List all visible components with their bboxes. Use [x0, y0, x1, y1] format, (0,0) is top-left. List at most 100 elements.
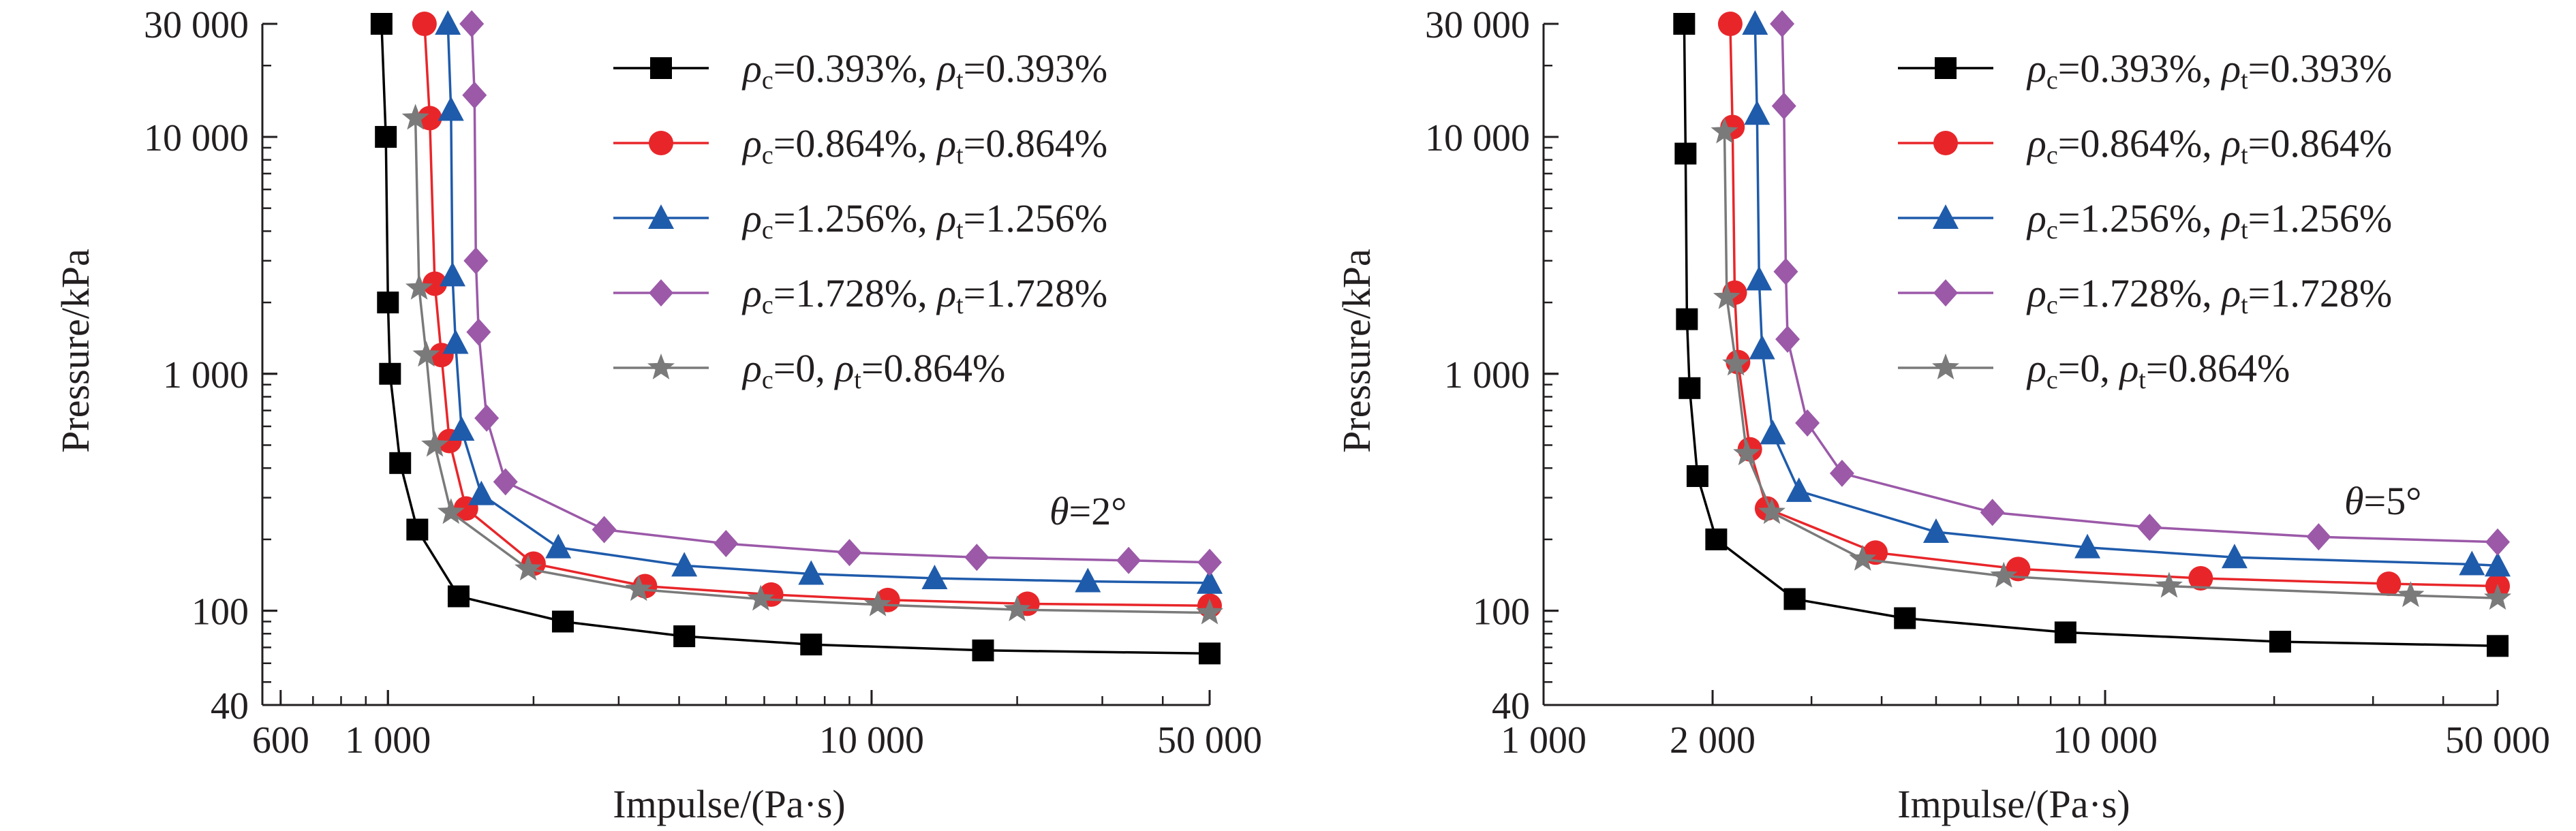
legend-label: ρc=1.728%, ρt=1.728%	[2026, 271, 2392, 319]
data-point-triangle	[435, 10, 461, 35]
theta-annotation: θ=5°	[2344, 479, 2421, 523]
series-3	[459, 10, 1222, 576]
data-point-diamond	[1116, 546, 1141, 574]
legend-label: ρc=0, ρt=0.864%	[741, 346, 1005, 394]
data-point-square	[1894, 607, 1916, 629]
y-tick-label: 40	[1492, 685, 1530, 727]
data-point-circle	[412, 12, 437, 36]
legend-label: ρc=0.393%, ρt=0.393%	[741, 46, 1107, 95]
data-point-star	[1990, 561, 2018, 588]
data-point-diamond	[2137, 514, 2162, 542]
data-point-circle	[417, 106, 442, 131]
plot-area	[370, 10, 1223, 665]
x-tick-label: 2 000	[1670, 719, 1755, 762]
series-line	[470, 23, 1210, 564]
data-point-star	[747, 584, 775, 611]
y-tick-label: 100	[1473, 591, 1530, 633]
chart-left: 600 1 000 10 000 50 000 40 100 1 000 10 000 30 0…	[53, 4, 1262, 826]
data-point-triangle	[1746, 266, 1773, 291]
legend-marker-diamond	[649, 279, 673, 307]
data-point-diamond	[2306, 523, 2331, 551]
data-point-triangle	[1760, 420, 1786, 445]
data-point-circle	[2376, 571, 2402, 596]
legend-label: ρc=1.728%, ρt=1.728%	[741, 271, 1107, 319]
data-point-diamond	[462, 81, 487, 109]
data-point-triangle	[671, 552, 698, 577]
data-point-diamond	[463, 247, 489, 275]
legend-label: ρc=0.393%, ρt=0.393%	[2026, 46, 2392, 95]
series-line	[1781, 23, 2498, 544]
data-point-triangle	[1075, 567, 1101, 593]
data-point-diamond	[1829, 459, 1854, 487]
x-tick-label: 1 000	[1501, 719, 1586, 762]
data-point-circle	[2188, 566, 2213, 591]
data-point-triangle	[468, 480, 495, 505]
legend-marker-square	[1935, 57, 1957, 79]
legend-marker-triangle	[1933, 204, 1959, 229]
y-tick-label: 1 000	[1444, 354, 1530, 396]
data-point-star	[1711, 117, 1738, 144]
data-point-star	[401, 104, 429, 130]
data-point-diamond	[1771, 92, 1796, 120]
data-point-triangle	[442, 329, 469, 354]
series-line	[446, 23, 1210, 584]
data-point-diamond	[459, 10, 485, 37]
data-point-square	[377, 292, 399, 314]
data-point-diamond	[964, 544, 990, 571]
x-tick-label: 600	[252, 719, 309, 762]
data-point-star	[421, 430, 448, 457]
y-tick-label: 100	[191, 591, 249, 633]
plot-area	[1673, 10, 2511, 657]
legend-marker-star	[1932, 354, 1959, 379]
data-point-triangle	[921, 565, 948, 590]
y-tick-label: 40	[211, 685, 249, 727]
data-point-star	[1713, 283, 1741, 309]
data-point-square	[551, 610, 574, 633]
x-tick-label: 50 000	[2445, 719, 2550, 762]
data-point-triangle	[2074, 533, 2101, 559]
series-line	[1723, 131, 2498, 599]
series-3	[1770, 10, 2510, 556]
y-tick-label: 1 000	[163, 354, 249, 396]
series-2	[1742, 10, 2511, 577]
data-point-square	[375, 125, 397, 148]
data-point-square	[1673, 13, 1696, 35]
data-point-star	[864, 590, 891, 616]
x-tick-label: 1 000	[345, 719, 431, 762]
x-tick-label: 10 000	[2053, 719, 2158, 762]
data-point-triangle	[2485, 552, 2511, 577]
legend-item: ρc=0.864%, ρt=0.864%	[613, 121, 1107, 170]
data-point-triangle	[798, 560, 825, 585]
series-4	[401, 104, 1223, 625]
data-point-diamond	[493, 468, 518, 496]
series-4	[1711, 117, 2511, 610]
legend-marker-star	[647, 354, 675, 379]
data-point-diamond	[1770, 10, 1795, 37]
data-point-diamond	[714, 530, 739, 558]
data-point-star	[2155, 571, 2183, 598]
legend-label: ρc=0, ρt=0.864%	[2026, 346, 2290, 394]
legend-marker-diamond	[1933, 279, 1958, 307]
legend: ρc=0.393%, ρt=0.393% ρc=0.864%, ρt=0.864%…	[1898, 46, 2392, 394]
data-point-diamond	[837, 539, 862, 567]
data-point-square	[389, 452, 412, 474]
data-point-star	[1758, 498, 1785, 524]
y-tick-label: 10 000	[1425, 117, 1530, 159]
data-point-diamond	[592, 516, 617, 544]
data-point-square	[673, 625, 696, 648]
legend-label: ρc=0.864%, ρt=0.864%	[741, 121, 1107, 170]
legend-item: ρc=0, ρt=0.864%	[613, 346, 1005, 394]
legend-item: ρc=0.864%, ρt=0.864%	[1898, 121, 2392, 170]
data-point-square	[1783, 588, 1806, 610]
data-point-square	[370, 13, 393, 35]
legend-item: ρc=1.256%, ρt=1.256%	[1898, 196, 2392, 245]
data-point-square	[1686, 465, 1708, 487]
data-point-square	[2054, 621, 2076, 644]
y-axis-title: Pressure/kPa	[53, 249, 97, 453]
legend-item: ρc=0, ρt=0.864%	[1898, 346, 2290, 394]
data-point-circle	[1717, 12, 1743, 36]
data-point-diamond	[2485, 528, 2510, 556]
data-point-star	[437, 498, 465, 524]
x-axis-title: Impulse/(Pa·s)	[1897, 782, 2130, 826]
